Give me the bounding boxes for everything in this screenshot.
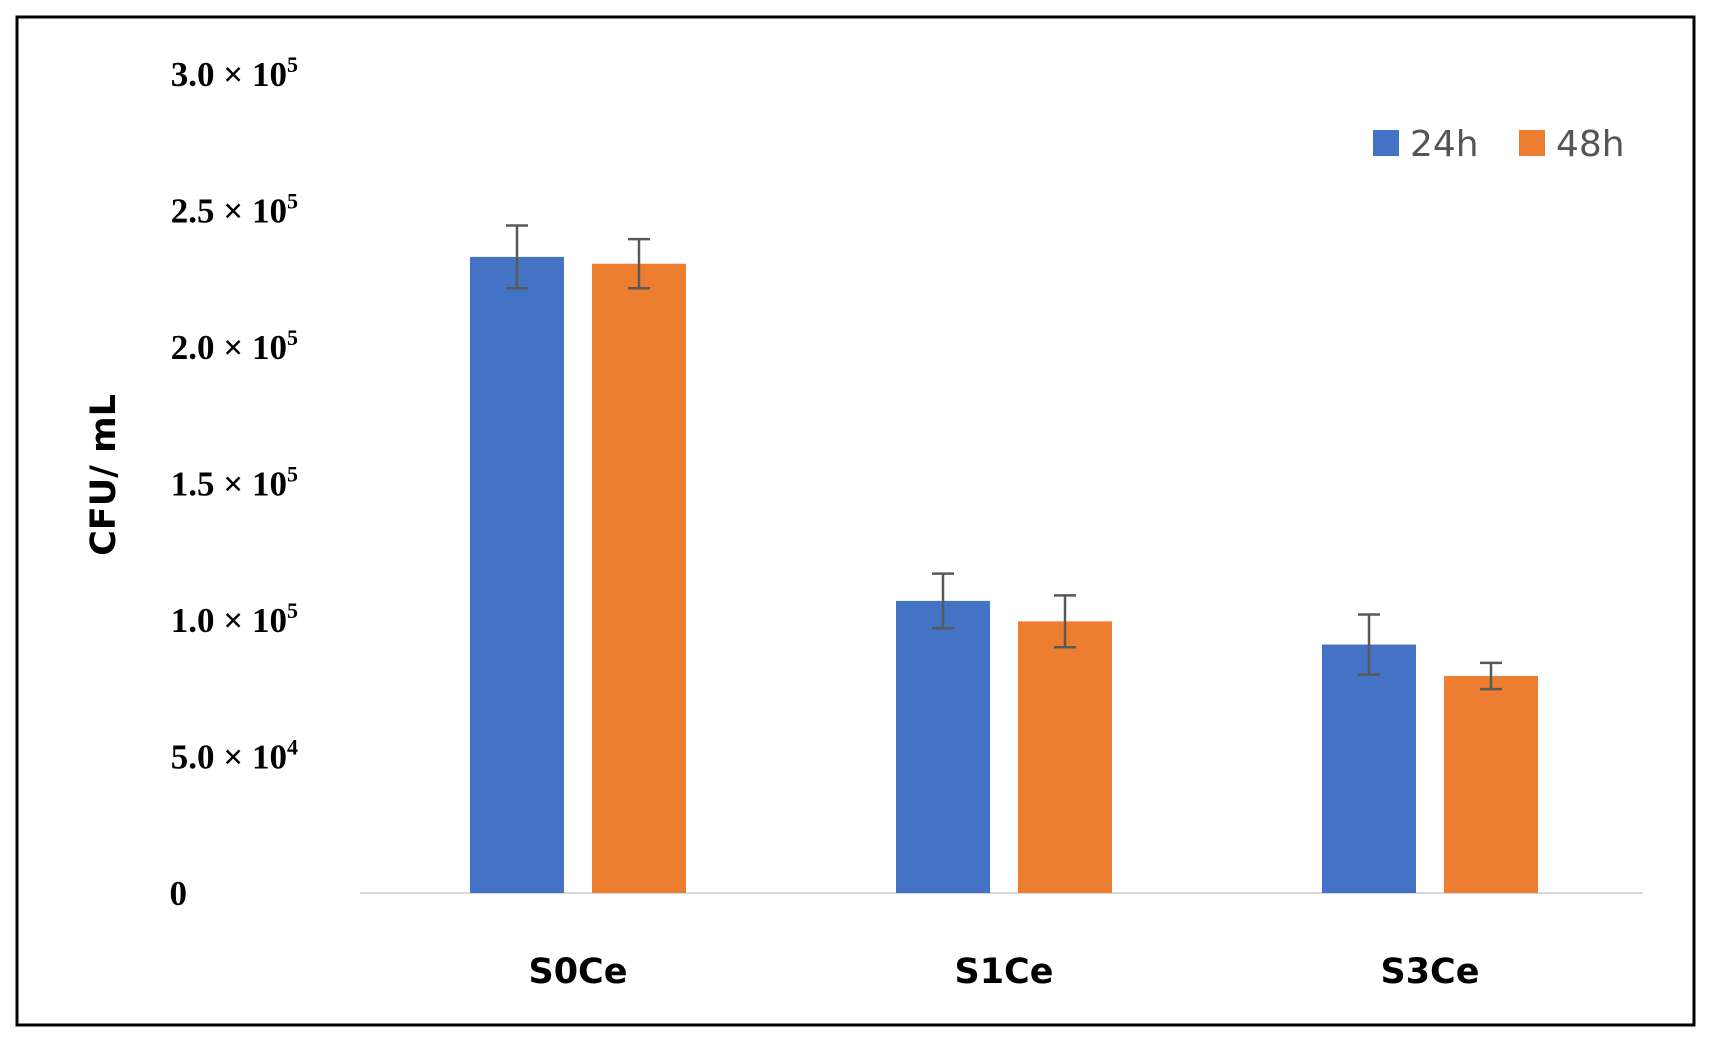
error-bar-48h-S3Ce xyxy=(1480,661,1502,691)
bar-24h-S1Ce xyxy=(896,600,990,893)
error-bars xyxy=(506,224,1502,691)
error-bar-24h-S3Ce xyxy=(1358,613,1380,676)
x-tick-label: S3Ce xyxy=(1381,952,1480,992)
chart-frame xyxy=(15,15,1696,1027)
bar-48h-S0Ce xyxy=(592,263,686,893)
legend-swatch-48h xyxy=(1519,130,1545,156)
y-tick-label: 0 xyxy=(170,874,188,913)
legend-swatch-24h xyxy=(1373,130,1399,156)
error-bar-48h-S1Ce xyxy=(1054,594,1076,649)
y-tick-label: 1.5 × 105 xyxy=(171,462,298,504)
y-axis-tick-labels: 0 5.0 × 104 1.0 × 105 1.5 × 105 2.0 × 105 2.5… xyxy=(170,52,299,913)
y-tick-label: 1.0 × 105 xyxy=(171,598,298,640)
legend: 24h 48h xyxy=(1373,124,1625,165)
x-tick-label: S0Ce xyxy=(529,952,628,992)
bar-24h-S0Ce xyxy=(470,256,564,893)
legend-label-48h: 48h xyxy=(1556,124,1625,165)
y-axis-label: CFU/ mL xyxy=(84,394,124,556)
bars xyxy=(470,256,1538,893)
x-tick-label: S1Ce xyxy=(955,952,1054,992)
error-bar-48h-S0Ce xyxy=(628,237,650,290)
y-tick-label: 3.0 × 105 xyxy=(171,52,298,94)
error-bar-24h-S0Ce xyxy=(506,224,528,290)
x-axis-tick-labels: S0Ce S1Ce S3Ce xyxy=(529,952,1480,992)
legend-label-24h: 24h xyxy=(1410,124,1479,165)
bar-48h-S3Ce xyxy=(1444,675,1538,893)
y-tick-label: 2.5 × 105 xyxy=(171,189,298,231)
y-tick-label: 5.0 × 104 xyxy=(171,735,298,777)
bar-24h-S3Ce xyxy=(1322,644,1416,893)
y-tick-label: 2.0 × 105 xyxy=(171,325,298,367)
error-bar-24h-S1Ce xyxy=(932,572,954,630)
bar-48h-S1Ce xyxy=(1018,621,1112,893)
